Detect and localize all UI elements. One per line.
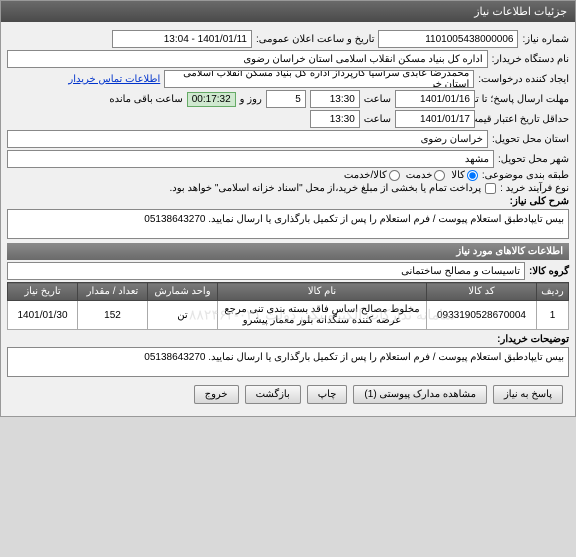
- field-city: مشهد: [7, 150, 494, 168]
- goods-table: ردیف کد کالا نام کالا واحد شمارش تعداد /…: [7, 282, 569, 330]
- th-date: تاریخ نیاز: [8, 283, 78, 301]
- label-need-no: شماره نیاز:: [522, 34, 569, 45]
- field-price-time: 13:30: [310, 110, 360, 128]
- checkbox-treasury[interactable]: [485, 183, 496, 194]
- reply-button[interactable]: پاسخ به نیاز: [493, 385, 563, 404]
- label-buyer-notes: توضیحات خریدار:: [497, 334, 569, 345]
- field-buyer-notes: بیس تایپادطبق استعلام پیوست / فرم استعلا…: [7, 347, 569, 377]
- titlebar: جزئیات اطلاعات نیاز: [1, 1, 575, 22]
- field-province: خراسان رضوی: [7, 130, 488, 148]
- cell-code: 0933190528670004: [427, 301, 537, 330]
- field-need-desc: بیس تایپادطبق استعلام پیوست / فرم استعلا…: [7, 209, 569, 239]
- subject-radio-group: کالا خدمت کالا/خدمت: [344, 170, 478, 181]
- cell-idx: 1: [537, 301, 569, 330]
- radio-goods-label: کالا: [451, 170, 465, 181]
- label-province: استان محل تحویل:: [492, 134, 569, 145]
- field-price-date: 1401/01/17: [395, 110, 475, 128]
- label-time1: ساعت: [364, 94, 391, 105]
- label-announce: تاریخ و ساعت اعلان عمومی:: [256, 34, 375, 45]
- cell-name-text: مخلوط مصالح اساس فاقد بسته بندی تنی مرجع…: [224, 304, 419, 326]
- label-city: شهر محل تحویل:: [498, 154, 569, 165]
- label-price-validity: حداقل تاریخ اعتبار قیمت؛ تا تاریخ:: [479, 114, 569, 125]
- buttons-bar: پاسخ به نیاز مشاهده مدارک پیوستی (1) چاپ…: [7, 379, 569, 410]
- label-purchase-process: نوع فرآیند خرید :: [500, 183, 569, 194]
- print-button[interactable]: چاپ: [307, 385, 348, 404]
- label-resp-deadline: مهلت ارسال پاسخ؛ تا تاریخ:: [479, 94, 569, 105]
- cell-unit: تن: [148, 301, 218, 330]
- window: جزئیات اطلاعات نیاز شماره نیاز: 11010054…: [0, 0, 576, 417]
- field-announce: 1401/01/11 - 13:04: [112, 30, 252, 48]
- radio-service[interactable]: [434, 170, 445, 181]
- field-resp-time: 13:30: [310, 90, 360, 108]
- cell-qty: 152: [78, 301, 148, 330]
- th-unit: واحد شمارش: [148, 283, 218, 301]
- th-code: کد کالا: [427, 283, 537, 301]
- field-buyer-org: اداره کل بنیاد مسکن انقلاب اسلامی استان …: [7, 50, 488, 68]
- label-goods-group: گروه کالا:: [529, 266, 569, 277]
- field-creator: محمدرضا عابدی سرآسیا کارپرداز اداره کل ب…: [164, 70, 474, 88]
- th-qty: تعداد / مقدار: [78, 283, 148, 301]
- label-time2: ساعت: [364, 114, 391, 125]
- field-need-no: 1101005438000006: [378, 30, 518, 48]
- countdown: 00:17:32: [187, 92, 236, 107]
- field-days: 5: [266, 90, 306, 108]
- cell-name: مخلوط مصالح اساس فاقد بسته بندی تنی مرجع…: [218, 301, 427, 330]
- field-goods-group: تاسیسات و مصالح ساختمانی: [7, 262, 525, 280]
- label-subject: طبقه بندی موضوعی:: [482, 170, 569, 181]
- form-content: شماره نیاز: 1101005438000006 تاریخ و ساع…: [1, 22, 575, 416]
- exit-button[interactable]: خروج: [194, 385, 239, 404]
- radio-goods-service-label: کالا/خدمت: [344, 170, 387, 181]
- contact-link[interactable]: اطلاعات تماس خریدار: [68, 74, 160, 85]
- goods-section-header: اطلاعات کالاهای مورد نیاز: [7, 243, 569, 260]
- attachments-button[interactable]: مشاهده مدارک پیوستی (1): [353, 385, 487, 404]
- label-days-unit: روز و: [240, 94, 262, 105]
- label-need-desc: شرح کلی نیاز:: [510, 196, 569, 207]
- th-idx: ردیف: [537, 283, 569, 301]
- label-buyer-org: نام دستگاه خریدار:: [492, 54, 569, 65]
- back-button[interactable]: بازگشت: [245, 385, 301, 404]
- radio-goods-service[interactable]: [389, 170, 400, 181]
- label-creator: ایجاد کننده درخواست:: [478, 74, 569, 85]
- radio-goods[interactable]: [467, 170, 478, 181]
- cell-date: 1401/01/30: [8, 301, 78, 330]
- label-purchase-note: پرداخت تمام یا بخشی از مبلغ خرید،از محل …: [170, 183, 482, 194]
- th-name: نام کالا: [218, 283, 427, 301]
- field-resp-date: 1401/01/16: [395, 90, 475, 108]
- table-row[interactable]: 1 0933190528670004 مخلوط مصالح اساس فاقد…: [8, 301, 569, 330]
- radio-service-label: خدمت: [406, 170, 433, 181]
- label-time-unit: ساعت باقی مانده: [109, 94, 182, 105]
